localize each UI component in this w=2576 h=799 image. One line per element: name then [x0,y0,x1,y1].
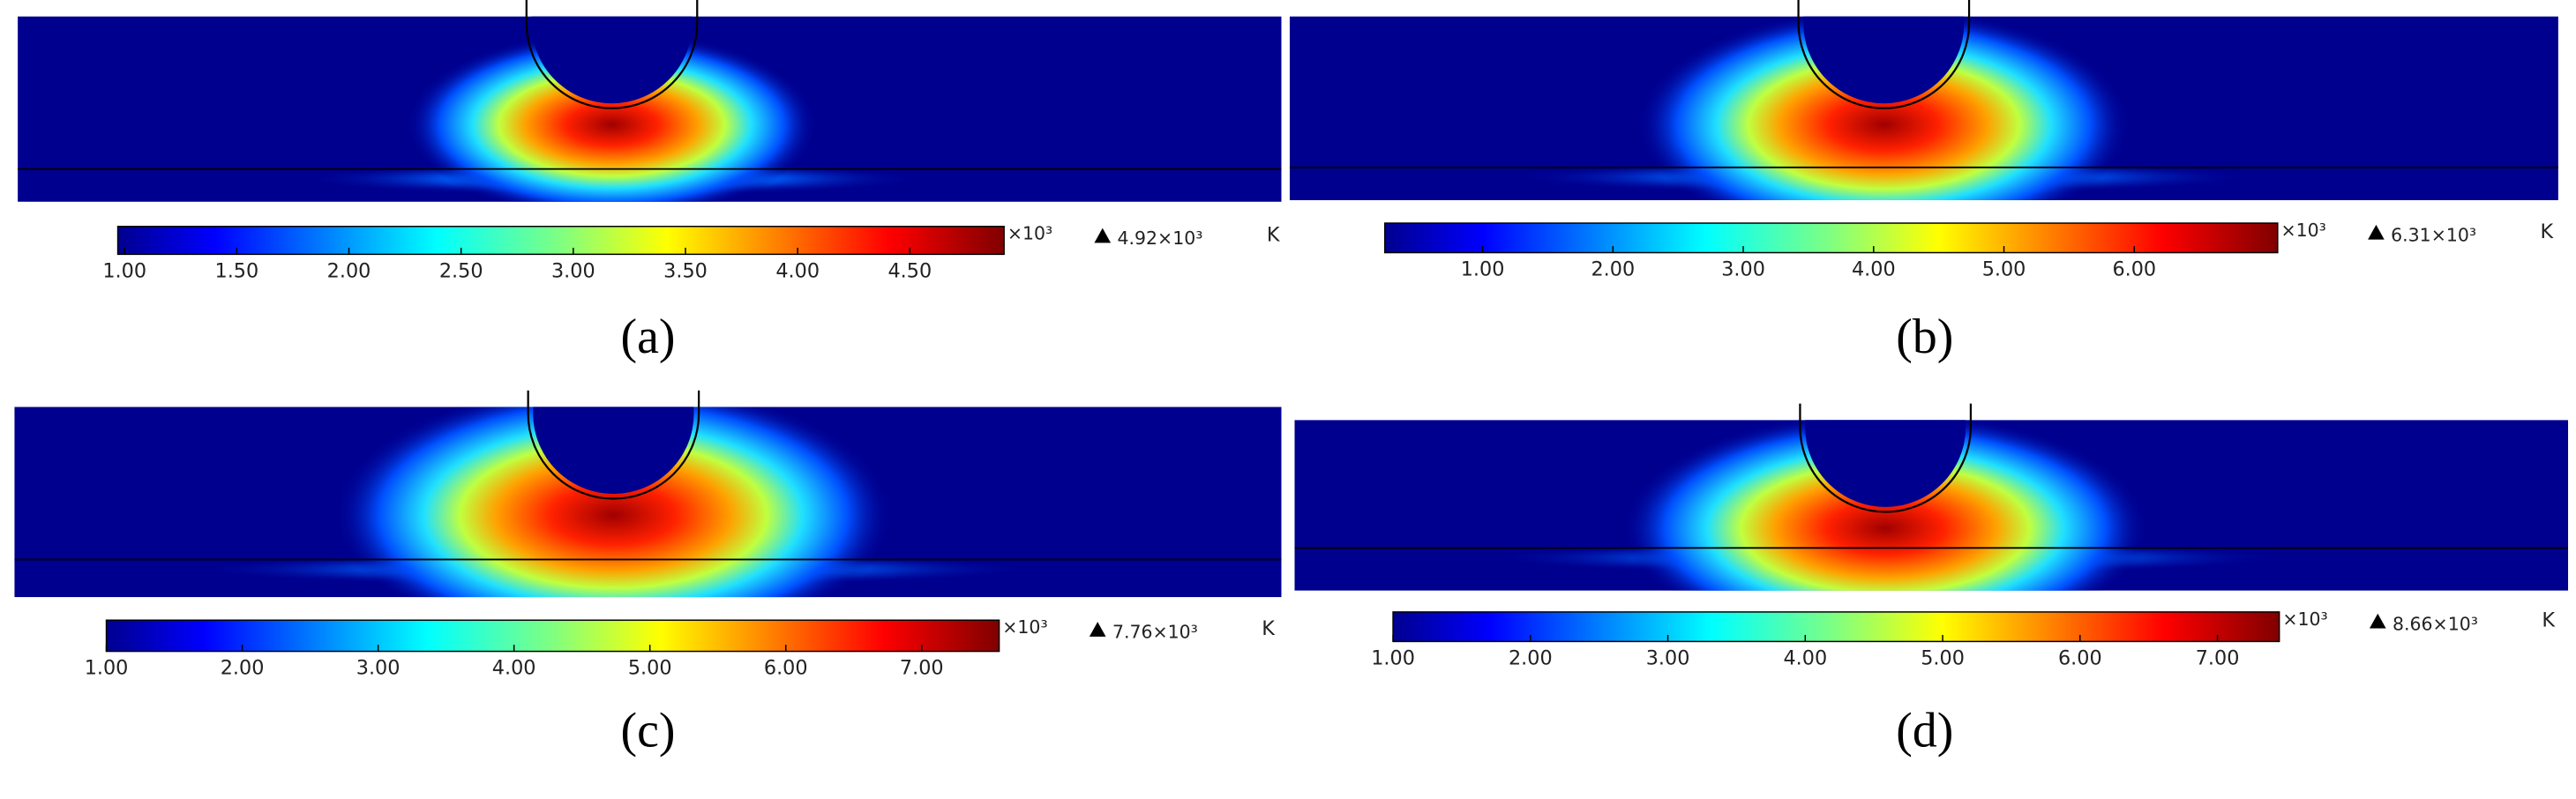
colorbar [1384,222,2279,254]
colorbar-tick-label: 6.00 [2058,646,2102,669]
colorbar-tick-label: 5.00 [1982,258,2026,281]
electrode-outline [527,390,700,500]
colorbar-tick-label: 1.00 [1371,646,1415,669]
electrode-outline [1797,0,1971,109]
colorbar-tick-label: 3.00 [356,657,401,680]
colorbar [116,225,1005,256]
colorbar-tick-label: 7.00 [2196,646,2240,669]
unit: K [2542,609,2556,632]
electrode-fill [1805,420,1966,507]
colorbar-tick-label: 4.00 [1783,646,1827,669]
unit: K [1262,617,1276,640]
colorbar-multiplier: ×10³ [1007,223,1052,244]
colorbar-tick-label: 3.00 [1646,646,1690,669]
colorbar-tick-label: 1.00 [1461,258,1505,281]
colorbar-tick-label: 5.00 [1921,646,1965,669]
colorbar-multiplier: ×10³ [2281,220,2326,241]
panel: 1.00 1.50 2.00 2.50 3.00 3.50 4.00 4.50 ×10³ 4.92… [18,0,1282,364]
colorbar-tick-label: 3.00 [1721,258,1765,281]
colorbar-tick-label: 2.50 [439,259,483,282]
colorbar-tick-label: 2.00 [221,657,265,680]
colorbar-tick-label: 2.00 [1591,258,1635,281]
colorbar-tick-label: 1.00 [85,657,129,680]
colorbar-tick-label: 2.00 [327,259,371,282]
colorbar-tick-label: 4.00 [775,259,820,282]
colorbar-tick-label: 6.00 [764,657,808,680]
panel-label: (c) [620,703,675,758]
electrode-outline [525,0,699,109]
heatmap [14,407,1282,598]
electrode-fill [1803,16,1965,104]
hot-zone [407,31,818,202]
colorbar [105,619,1000,653]
colorbar-tick-label: 3.50 [663,259,708,282]
colorbar-tick-label: 3.00 [551,259,595,282]
panel: 1.00 2.00 3.00 4.00 5.00 6.00 ×10³ 6.31×10³ K (b) [1289,0,2558,364]
colorbar-multiplier: ×10³ [1002,616,1047,638]
unit: K [1267,223,1281,246]
max-marker [2369,613,2386,629]
panel-label: (a) [620,310,675,364]
max-value: 7.76×10³ [1112,622,1198,643]
max-marker [1094,228,1112,243]
colorbar-tick-label: 1.00 [102,259,146,282]
colorbar-tick-label: 4.00 [1852,258,1896,281]
colorbar-tick-label: 4.00 [492,657,536,680]
unit: K [2540,220,2554,243]
colorbar-multiplier: ×10³ [2282,609,2327,630]
colorbar-tick-label: 7.00 [900,657,944,680]
colorbar-tick-label: 4.50 [887,259,932,282]
max-value: 6.31×10³ [2391,224,2476,245]
panel-label: (b) [1896,310,1953,364]
hot-zone [334,407,893,598]
panel: 1.00 2.00 3.00 4.00 5.00 6.00 7.00 ×10³ 7.76×10³… [14,390,1282,758]
electrode-outline [1799,403,1973,513]
colorbar [1392,611,2280,643]
heatmap [1294,420,2569,591]
colorbar-tick-label: 1.50 [215,259,259,282]
heatmap [1289,16,2558,200]
electrode-fill [533,407,694,494]
panel-label: (d) [1896,703,1953,758]
colorbar-tick-label: 2.00 [1509,646,1553,669]
panel: 1.00 2.00 3.00 4.00 5.00 6.00 7.00 ×10³ 8.66×10³… [1294,403,2569,758]
heatmap [18,16,1282,202]
electrode-fill [531,16,693,104]
max-value: 4.92×10³ [1118,228,1203,249]
max-marker [2368,224,2385,240]
max-value: 8.66×10³ [2393,613,2478,634]
colorbar-tick-label: 5.00 [628,657,672,680]
max-marker [1089,622,1106,637]
colorbar-tick-label: 6.00 [2112,258,2156,281]
